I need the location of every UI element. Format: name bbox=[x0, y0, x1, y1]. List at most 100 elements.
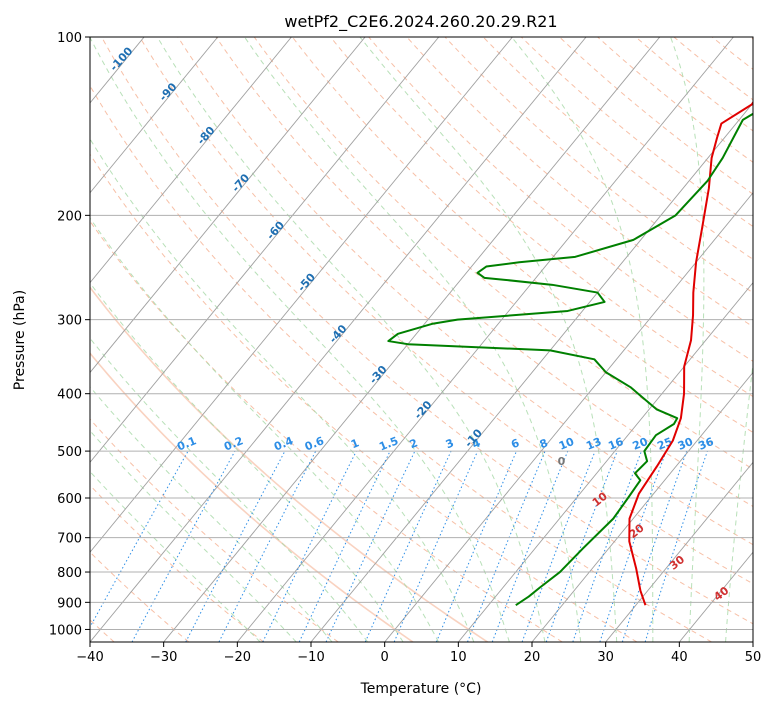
y-tick-label: 200 bbox=[57, 209, 82, 224]
moist-adiabat-line bbox=[725, 359, 753, 642]
moist-adiabat-line bbox=[90, 217, 439, 642]
dry-adiabat-line bbox=[90, 286, 489, 642]
x-axis-label: Temperature (°C) bbox=[360, 681, 482, 697]
y-tick-label: 700 bbox=[57, 532, 82, 547]
dry-adiabat-line bbox=[90, 84, 712, 642]
dewpoint-line bbox=[387, 112, 753, 607]
y-tick-label: 300 bbox=[57, 314, 82, 329]
isotherm-line bbox=[90, 37, 292, 284]
x-tick-label: 50 bbox=[745, 650, 762, 665]
dry-adiabat-line bbox=[329, 37, 753, 398]
isotherm-line bbox=[236, 37, 734, 642]
dry-adiabat-line bbox=[139, 37, 753, 585]
mixing-ratio-line bbox=[467, 450, 546, 642]
dry-adiabat-line bbox=[101, 37, 753, 625]
dry-adiabat-line bbox=[90, 484, 264, 642]
y-axis: 100 200 300 400 500 600 700 800 900 1000 bbox=[49, 31, 90, 638]
mixing-ratio-line bbox=[545, 450, 618, 642]
dry-adiabat-line bbox=[253, 37, 753, 470]
mixing-ratio-line bbox=[491, 450, 569, 642]
moist-adiabat-line bbox=[90, 337, 369, 642]
moist-adiabat-line bbox=[90, 282, 404, 642]
chart-title: wetPf2_C2E6.2024.260.20.29.R21 bbox=[284, 12, 557, 32]
isotherm-line bbox=[457, 281, 753, 642]
mixing-ratio-line bbox=[599, 450, 667, 642]
moist-adiabat-line bbox=[156, 37, 546, 642]
x-tick-label: −10 bbox=[297, 650, 324, 665]
x-axis: −40 −30 −20 −10 0 10 20 30 40 50 bbox=[76, 642, 761, 665]
isotherm-line bbox=[163, 37, 661, 642]
moist-adiabat-line bbox=[90, 470, 261, 642]
isotherm-line bbox=[90, 37, 587, 642]
isotherm-line bbox=[384, 192, 753, 642]
mixing-ratio-line bbox=[90, 450, 189, 629]
x-tick-label: 40 bbox=[671, 650, 688, 665]
dry-adiabat-line bbox=[291, 37, 753, 433]
x-tick-label: −40 bbox=[76, 650, 103, 665]
dry-adiabat-line bbox=[596, 37, 753, 163]
mixing-ratio-label: 36 bbox=[697, 435, 716, 453]
y-tick-label: 500 bbox=[57, 445, 82, 460]
mixing-ratio-line bbox=[393, 450, 479, 642]
isotherm-line bbox=[90, 37, 440, 464]
y-tick-label: 900 bbox=[57, 596, 82, 611]
x-tick-label: 30 bbox=[597, 650, 614, 665]
mixing-ratio-label: 2 bbox=[408, 436, 420, 451]
mixing-ratio-line bbox=[435, 450, 517, 642]
mixing-ratio-label: 8 bbox=[538, 436, 550, 451]
dry-adiabat-line bbox=[482, 37, 753, 260]
dry-adiabat-line bbox=[90, 418, 339, 642]
y-tick-label: 1000 bbox=[49, 623, 82, 638]
isotherm-line bbox=[531, 371, 753, 642]
y-tick-label: 100 bbox=[57, 31, 82, 46]
x-tick-label: −20 bbox=[224, 650, 251, 665]
mixing-ratio-line bbox=[262, 450, 357, 642]
x-tick-label: 0 bbox=[381, 650, 389, 665]
y-tick-label: 800 bbox=[57, 566, 82, 581]
isotherm-line bbox=[90, 37, 366, 374]
x-tick-label: 10 bbox=[450, 650, 467, 665]
mixing-ratio-line bbox=[621, 450, 688, 642]
isotherm-line bbox=[310, 102, 753, 642]
mixing-ratio-line bbox=[572, 450, 642, 642]
x-tick-label: −30 bbox=[150, 650, 177, 665]
mixing-ratio-line bbox=[218, 450, 317, 642]
isotherm-line bbox=[90, 37, 513, 553]
moist-adiabat-line bbox=[244, 37, 582, 642]
moist-adiabat-line bbox=[670, 37, 705, 642]
temperature-line bbox=[628, 100, 753, 606]
mixing-ratio-label: 10 bbox=[557, 435, 576, 453]
pressure-grid bbox=[90, 37, 753, 630]
moist-adiabat-line bbox=[90, 37, 510, 642]
mixing-ratio-label: 16 bbox=[606, 435, 625, 453]
profile-series bbox=[387, 100, 753, 607]
isotherm-line bbox=[90, 37, 219, 194]
y-tick-label: 400 bbox=[57, 388, 82, 403]
mixing-ratio-line bbox=[521, 450, 596, 642]
x-tick-label: 20 bbox=[524, 650, 541, 665]
y-axis-label: Pressure (hPa) bbox=[12, 290, 28, 390]
moist-adiabat-label: 0 bbox=[558, 455, 566, 468]
moist-adiabat-line bbox=[511, 37, 654, 642]
plot-frame bbox=[89, 36, 754, 643]
mixing-ratio-line bbox=[131, 450, 236, 642]
y-tick-label: 600 bbox=[57, 492, 82, 507]
background-lines bbox=[90, 37, 753, 642]
moist-adiabat-line bbox=[90, 430, 297, 642]
dry-adiabat-line bbox=[558, 37, 753, 195]
mixing-ratio-line bbox=[364, 450, 452, 642]
mixing-ratio-label: 13 bbox=[584, 435, 603, 453]
dry-adiabat-line bbox=[520, 37, 753, 228]
dry-adiabat-line bbox=[90, 153, 638, 642]
mixing-ratio-label: 3 bbox=[444, 436, 456, 451]
moist-adiabat-labels: 0 bbox=[558, 455, 566, 468]
dry-adiabat-line bbox=[368, 37, 753, 362]
plot-area bbox=[90, 37, 753, 642]
mixing-ratio-label: 30 bbox=[676, 435, 695, 453]
moist-adiabat-line bbox=[90, 386, 333, 642]
mixing-ratio-line bbox=[644, 450, 708, 642]
mixing-ratio-label: 1 bbox=[349, 436, 361, 451]
mixing-ratio-label: 25 bbox=[655, 435, 674, 453]
moist-adiabat-line bbox=[90, 138, 475, 642]
